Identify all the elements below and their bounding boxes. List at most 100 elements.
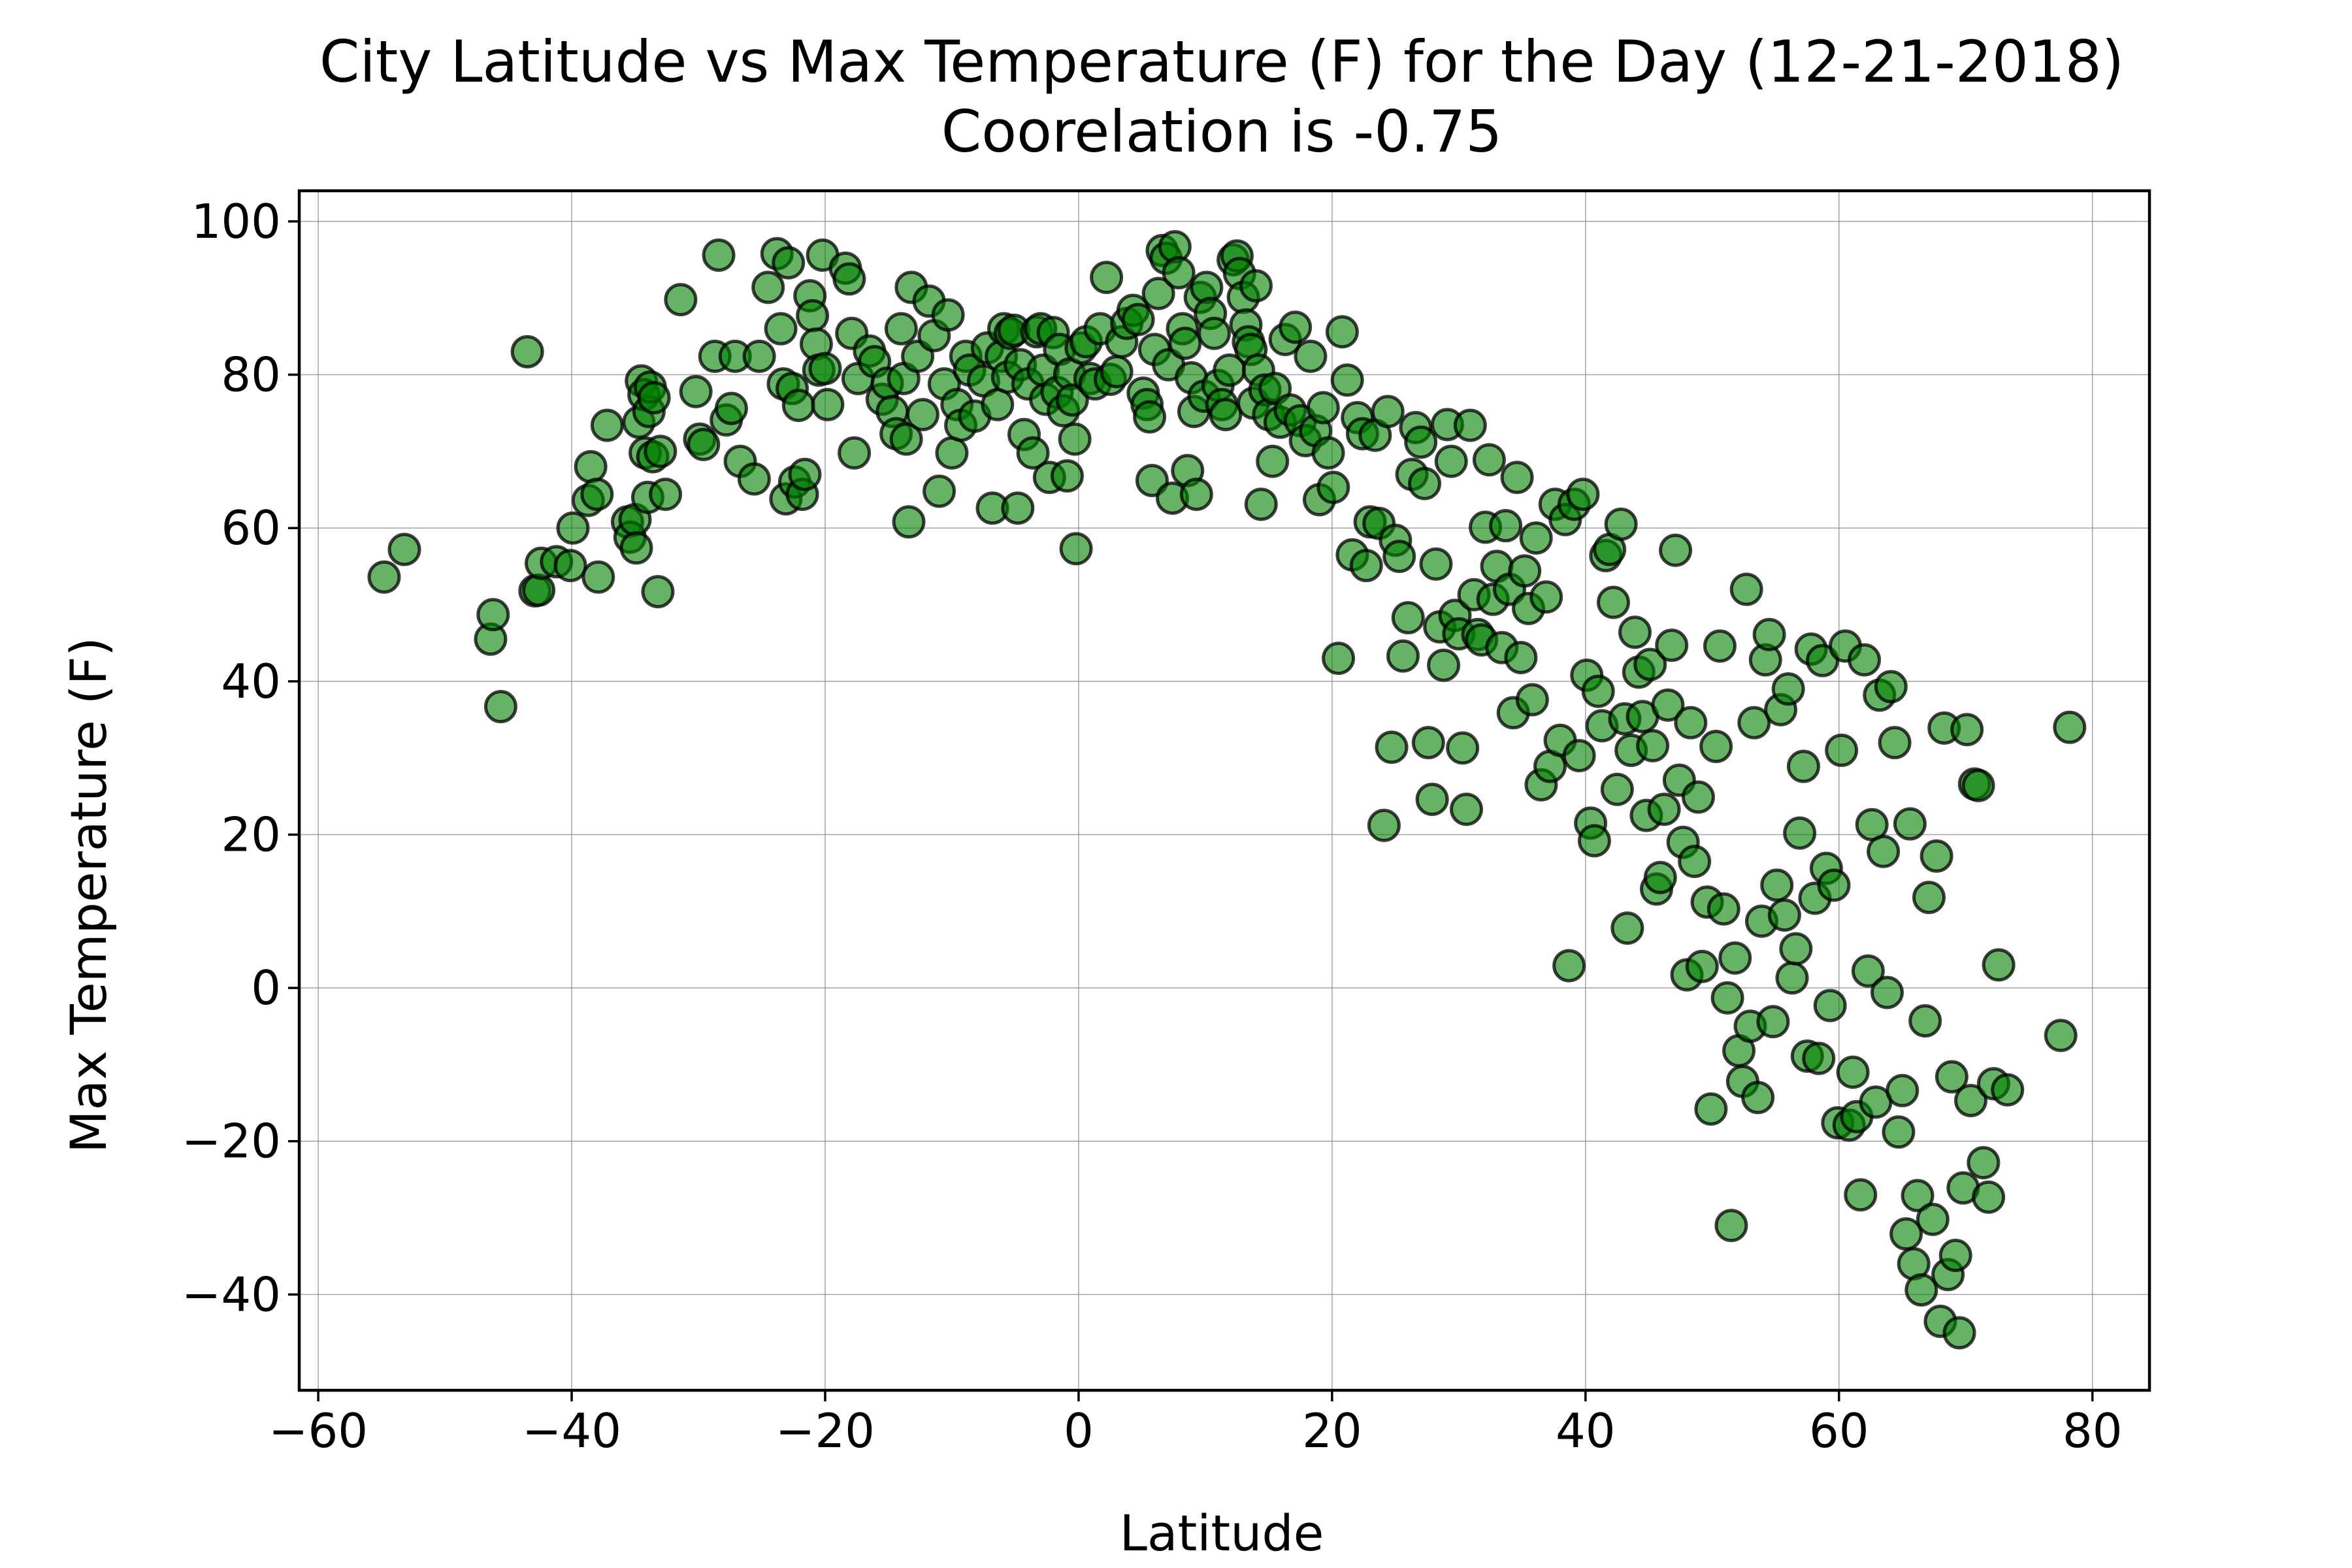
- data-point: [2044, 1019, 2078, 1053]
- data-point: [1901, 1179, 1935, 1213]
- data-point: [1058, 422, 1092, 456]
- data-point: [1386, 639, 1420, 673]
- data-point: [1604, 507, 1638, 541]
- data-point: [1162, 256, 1196, 290]
- data-point: [1577, 824, 1611, 858]
- data-point: [1767, 898, 1801, 932]
- data-point: [931, 298, 965, 332]
- data-point: [619, 531, 653, 565]
- data-point: [1209, 398, 1243, 432]
- data-point: [1239, 269, 1273, 302]
- y-tick-label: 40: [221, 654, 281, 709]
- data-point: [1674, 706, 1708, 740]
- data-point: [1411, 726, 1445, 760]
- data-point: [764, 312, 798, 346]
- data-point: [510, 335, 544, 368]
- data-point: [1718, 941, 1752, 975]
- data-point: [1316, 470, 1350, 504]
- x-tick-label: −20: [776, 1403, 875, 1458]
- data-point: [1168, 326, 1202, 360]
- data-point: [1703, 629, 1737, 663]
- data-point: [1950, 713, 1984, 747]
- data-point: [1935, 1060, 1968, 1094]
- data-point: [664, 283, 698, 317]
- x-tick-label: 40: [1556, 1403, 1616, 1458]
- data-point: [1867, 834, 1901, 868]
- data-point: [1618, 615, 1652, 649]
- data-point: [556, 511, 590, 545]
- data-point: [1802, 1041, 1836, 1075]
- data-point: [1844, 1178, 1878, 1212]
- data-point: [906, 398, 939, 432]
- data-point: [581, 560, 615, 594]
- data-point: [580, 478, 614, 512]
- data-point: [1714, 1209, 1748, 1243]
- data-point: [737, 462, 771, 496]
- data-point: [1415, 782, 1449, 816]
- data-point: [1419, 547, 1453, 581]
- data-point: [892, 505, 926, 539]
- y-tick-label: 60: [221, 500, 281, 555]
- data-point: [1121, 302, 1155, 336]
- y-tick-label: 20: [221, 807, 281, 862]
- data-point: [1449, 792, 1483, 826]
- data-point: [1371, 395, 1405, 429]
- data-point: [1330, 363, 1364, 397]
- data-point: [1916, 1202, 1950, 1236]
- data-point: [1813, 988, 1847, 1022]
- data-point: [1519, 521, 1553, 555]
- data-point: [1848, 643, 1882, 677]
- data-point: [1311, 436, 1345, 470]
- data-point: [742, 339, 776, 373]
- data-point: [1197, 316, 1231, 350]
- data-point: [796, 299, 830, 333]
- data-point: [637, 381, 671, 415]
- data-point: [781, 388, 815, 422]
- data-point: [1643, 860, 1677, 894]
- data-point: [1870, 975, 1904, 1009]
- data-point: [1256, 444, 1290, 478]
- data-point: [1306, 391, 1340, 425]
- data-point: [1741, 1081, 1775, 1115]
- y-axis-label: Max Temperature (F): [59, 637, 118, 1153]
- data-point: [1294, 339, 1328, 373]
- data-point: [2053, 710, 2087, 744]
- data-point: [1886, 1073, 1919, 1107]
- data-point: [1878, 726, 1912, 760]
- data-point: [1961, 768, 1995, 802]
- data-point: [1472, 443, 1506, 477]
- data-point: [1508, 554, 1542, 588]
- data-point: [1889, 1217, 1923, 1251]
- data-point: [679, 374, 713, 408]
- data-point: [1100, 355, 1134, 389]
- data-point: [1375, 730, 1409, 764]
- data-point: [1752, 617, 1786, 651]
- data-point: [483, 690, 517, 724]
- data-point: [1651, 688, 1685, 722]
- data-point: [923, 474, 956, 508]
- data-point: [1783, 816, 1817, 850]
- data-point: [1991, 1073, 2025, 1107]
- data-point: [553, 549, 587, 583]
- data-point: [1694, 1092, 1728, 1126]
- data-point: [1633, 647, 1667, 681]
- data-point: [1825, 733, 1859, 767]
- plot-frame: [297, 189, 2151, 1392]
- data-point: [751, 270, 785, 304]
- data-point: [1001, 491, 1035, 525]
- data-point: [1453, 408, 1487, 442]
- data-point: [1699, 730, 1733, 764]
- data-point: [641, 575, 675, 609]
- data-point: [838, 436, 872, 470]
- data-point: [1908, 1004, 1942, 1038]
- data-point: [367, 560, 401, 594]
- chart-title: City Latitude vs Max Temperature (F) for…: [319, 28, 2124, 95]
- data-points: [367, 230, 2087, 1350]
- data-point: [1515, 683, 1549, 717]
- data-point: [644, 434, 678, 468]
- data-point: [1817, 868, 1851, 902]
- data-point: [1600, 772, 1634, 806]
- data-point: [1707, 892, 1740, 926]
- data-point: [714, 391, 748, 425]
